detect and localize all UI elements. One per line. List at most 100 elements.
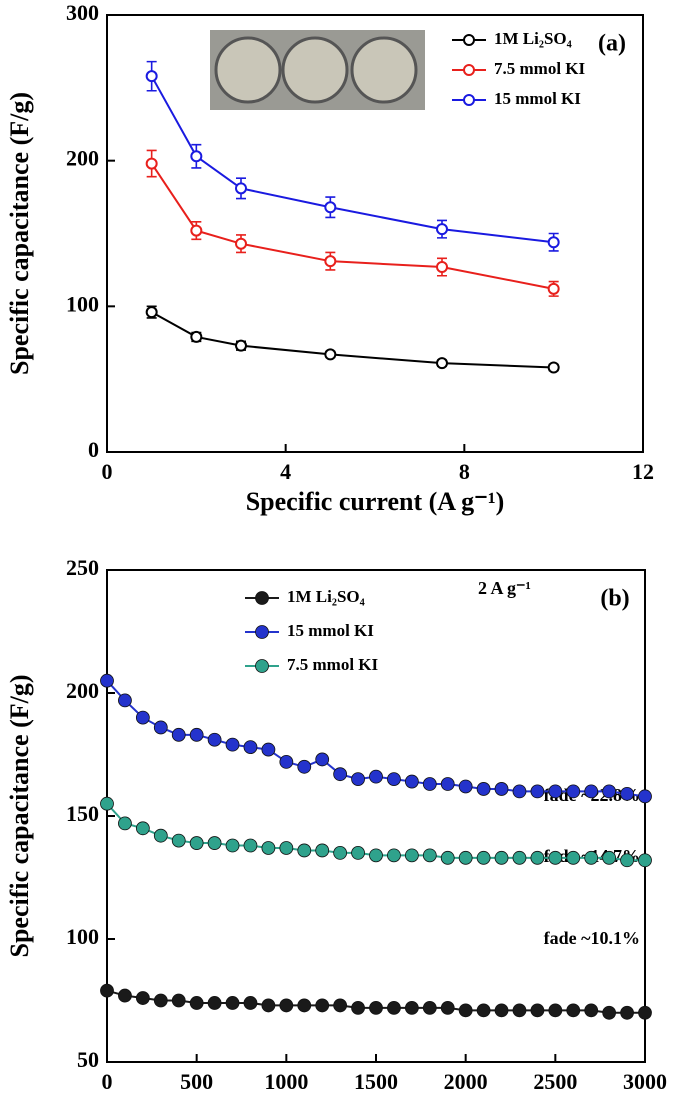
data-point <box>279 998 294 1013</box>
y-tick-label: 50 <box>77 1047 99 1072</box>
coin-cell <box>281 36 349 104</box>
data-point <box>145 306 158 319</box>
panel-label: (b) <box>600 586 629 612</box>
data-point <box>153 993 168 1008</box>
x-axis-label: Cycles <box>340 1097 412 1101</box>
data-point <box>153 720 168 735</box>
data-point <box>494 1003 509 1018</box>
data-point <box>404 1000 419 1015</box>
legend-marker <box>255 591 269 605</box>
data-point <box>279 841 294 855</box>
data-point <box>584 850 599 865</box>
y-tick-label: 0 <box>88 437 99 462</box>
data-point <box>118 988 132 1003</box>
data-point <box>190 150 203 163</box>
data-point <box>638 853 652 868</box>
legend-marker <box>463 64 475 76</box>
data-point <box>190 224 203 237</box>
data-point <box>458 1003 473 1018</box>
legend-label: 15 mmol KI <box>494 89 581 108</box>
data-point <box>369 1000 383 1015</box>
inset-photo <box>210 30 425 110</box>
y-tick-label: 200 <box>66 678 99 703</box>
data-point <box>530 1003 545 1018</box>
x-axis-label: Specific current (A g⁻¹) <box>246 487 505 516</box>
data-point <box>476 850 491 865</box>
data-point <box>324 255 337 268</box>
data-point <box>235 339 247 352</box>
data-point <box>620 786 634 801</box>
data-point <box>145 157 158 170</box>
data-point <box>153 828 168 843</box>
data-point <box>548 850 563 865</box>
y-tick-label: 250 <box>66 555 99 580</box>
data-point <box>243 838 258 853</box>
data-point <box>387 772 401 786</box>
data-point <box>476 1003 491 1018</box>
data-point <box>436 223 448 236</box>
y-tick-label: 100 <box>66 291 99 316</box>
series-line <box>150 75 554 244</box>
y-tick-label: 100 <box>66 924 99 949</box>
data-point <box>530 850 545 865</box>
data-point <box>494 782 509 796</box>
data-point <box>351 846 365 860</box>
data-point <box>512 1003 527 1018</box>
data-point <box>207 996 222 1010</box>
data-point <box>243 740 258 755</box>
data-point <box>171 993 186 1008</box>
data-point <box>315 998 330 1013</box>
data-point <box>547 361 560 374</box>
y-axis-label: Specific capacitance (F/g) <box>5 674 34 957</box>
x-tick-label: 4 <box>280 459 291 484</box>
series-line <box>150 163 554 290</box>
data-point <box>333 767 348 782</box>
legend-label: 15 mmol KI <box>287 621 374 640</box>
data-point <box>225 996 240 1010</box>
data-point <box>440 1000 455 1015</box>
legend-marker <box>255 659 269 673</box>
plot-frame <box>106 14 644 453</box>
data-point <box>620 853 634 868</box>
data-point <box>333 846 348 860</box>
data-point <box>494 850 509 865</box>
data-point <box>548 1003 563 1018</box>
data-point <box>422 1000 437 1015</box>
legend-marker <box>463 34 475 46</box>
data-point <box>190 330 203 343</box>
data-point <box>135 991 150 1005</box>
data-point <box>171 727 186 742</box>
data-point <box>189 727 204 742</box>
data-point <box>548 784 563 799</box>
data-point <box>566 850 581 865</box>
data-point <box>422 777 437 791</box>
data-point <box>100 673 114 688</box>
data-point <box>100 796 114 811</box>
data-point <box>189 996 204 1010</box>
data-point <box>602 850 617 865</box>
coin-cell <box>214 36 282 104</box>
data-point <box>171 833 186 848</box>
x-tick-label: 8 <box>459 459 470 484</box>
coin-cell <box>350 36 418 104</box>
annotation: 2 A g⁻¹ <box>478 578 531 598</box>
data-point <box>512 784 527 799</box>
data-point <box>440 777 455 791</box>
data-point <box>235 182 247 195</box>
data-point <box>351 1000 365 1015</box>
data-point <box>620 1005 634 1020</box>
data-point <box>297 759 312 774</box>
data-point <box>297 998 312 1013</box>
data-point <box>638 1005 652 1020</box>
plot-frame <box>106 569 646 1063</box>
x-tick-label: 2000 <box>444 1069 488 1094</box>
y-axis-label: Specific capacitance (F/g) <box>5 92 34 375</box>
data-point <box>369 769 383 784</box>
annotation: fade ~10.1% <box>544 928 640 948</box>
data-point <box>324 348 337 361</box>
data-point <box>145 70 158 83</box>
data-point <box>315 752 330 767</box>
data-point <box>602 784 617 799</box>
data-point <box>422 848 437 863</box>
